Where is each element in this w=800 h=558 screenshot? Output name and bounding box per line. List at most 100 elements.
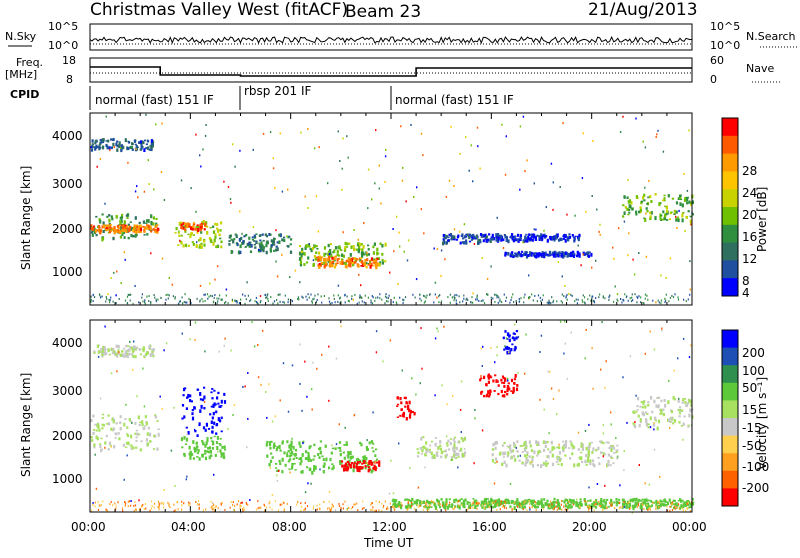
velocity-cell <box>580 456 583 461</box>
velocity-speck <box>390 459 392 462</box>
power-cell <box>316 256 319 259</box>
power-speck <box>644 146 647 149</box>
velocity-cell <box>294 448 298 452</box>
velocity-speck <box>457 466 459 469</box>
power-cell <box>212 230 216 234</box>
velocity-ground-cell <box>115 504 117 507</box>
power-ground-cell <box>264 294 266 296</box>
power-cell <box>384 260 387 263</box>
power-cell <box>540 233 543 237</box>
velocity-ground-cell <box>149 509 151 512</box>
velocity-cell <box>442 504 445 508</box>
power-ground-cell <box>316 299 318 301</box>
power-speck <box>582 132 584 135</box>
power-ground-cell <box>361 296 363 299</box>
velocity-cell <box>214 403 217 406</box>
power-cell <box>664 213 667 218</box>
power-cell <box>341 253 344 257</box>
power-cell <box>232 239 235 244</box>
velocity-speck <box>165 342 168 345</box>
power-ground-cell <box>623 299 625 302</box>
power-cell <box>498 234 501 239</box>
velocity-ground-cell <box>303 509 305 512</box>
velocity-cell <box>348 459 351 463</box>
power-ground-cell <box>213 296 215 299</box>
velocity-cell <box>142 348 145 353</box>
power-cell <box>319 258 323 261</box>
power-cell <box>301 247 304 251</box>
power-ground-cell <box>203 293 205 296</box>
velocity-cell <box>603 498 606 501</box>
power-cell <box>517 251 521 254</box>
velocity-ground-cell <box>110 501 112 503</box>
velocity-cell <box>183 415 186 419</box>
power-speck <box>232 143 234 146</box>
velocity-cell <box>564 504 567 508</box>
power-cell <box>228 243 231 246</box>
power-ground-cell <box>351 297 353 300</box>
power-cell <box>102 230 105 233</box>
velocity-cell <box>564 454 567 457</box>
velocity-cell <box>201 398 204 402</box>
velocity-cell <box>505 347 508 350</box>
power-speck <box>406 259 409 262</box>
velocity-ground-cell <box>181 500 183 503</box>
velocity-ground-cell <box>441 504 444 507</box>
power-speck <box>274 186 276 189</box>
velocity-ground-cell <box>234 504 236 507</box>
velocity-cell <box>689 399 692 404</box>
power-speck <box>214 278 216 281</box>
velocity-cell <box>506 454 509 458</box>
power-speck <box>581 177 584 180</box>
velocity-speck <box>257 376 260 379</box>
velocity-ground-cell <box>553 507 555 510</box>
power-cell <box>448 233 451 236</box>
velocity-colorbar-swatch <box>722 382 738 401</box>
velocity-cell <box>221 452 224 457</box>
xtick-1: 04:00 <box>171 520 206 534</box>
velocity-speck <box>374 461 376 464</box>
power-cell <box>452 235 455 240</box>
velocity-ground-cell <box>513 501 516 504</box>
power-cell <box>125 227 128 231</box>
power-ground-cell <box>518 300 520 303</box>
power-cell <box>308 246 311 248</box>
velocity-cell <box>96 423 100 427</box>
velocity-speck <box>623 450 625 452</box>
power-cell <box>353 257 356 260</box>
power-ground-cell <box>402 298 404 301</box>
power-heatmap <box>90 113 694 305</box>
power-cell <box>358 246 361 250</box>
velocity-ground-cell <box>414 507 416 510</box>
velocity-cell <box>410 499 413 503</box>
velocity-cell <box>645 503 648 507</box>
power-ground-cell <box>523 301 525 304</box>
velocity-cell <box>488 500 491 504</box>
power-cell <box>349 262 352 265</box>
velocity-cell <box>201 453 204 457</box>
power-cell <box>325 263 328 267</box>
velocity-cell <box>202 426 206 430</box>
velocity-cell <box>462 454 465 458</box>
power-speck <box>384 181 386 183</box>
velocity-cell <box>526 461 529 464</box>
velocity-cell <box>674 502 678 507</box>
power-speck <box>669 257 672 260</box>
power-cell <box>376 257 379 261</box>
velocity-ground-cell <box>224 508 226 511</box>
velocity-cell <box>595 448 598 452</box>
velocity-cell <box>219 449 222 453</box>
velocity-cell <box>126 441 129 445</box>
power-ground-cell <box>438 295 440 298</box>
velocity-speck <box>131 422 133 424</box>
power-cell <box>507 239 510 244</box>
velocity-cell <box>307 451 310 455</box>
velocity-cell <box>189 457 192 460</box>
power-ground-cell <box>664 297 666 300</box>
power-cell <box>665 209 669 214</box>
velocity-cell <box>549 503 552 506</box>
velocity-cell <box>610 455 613 458</box>
power-speck <box>104 202 106 205</box>
power-cell <box>98 218 101 221</box>
power-ground-cell <box>631 296 633 299</box>
